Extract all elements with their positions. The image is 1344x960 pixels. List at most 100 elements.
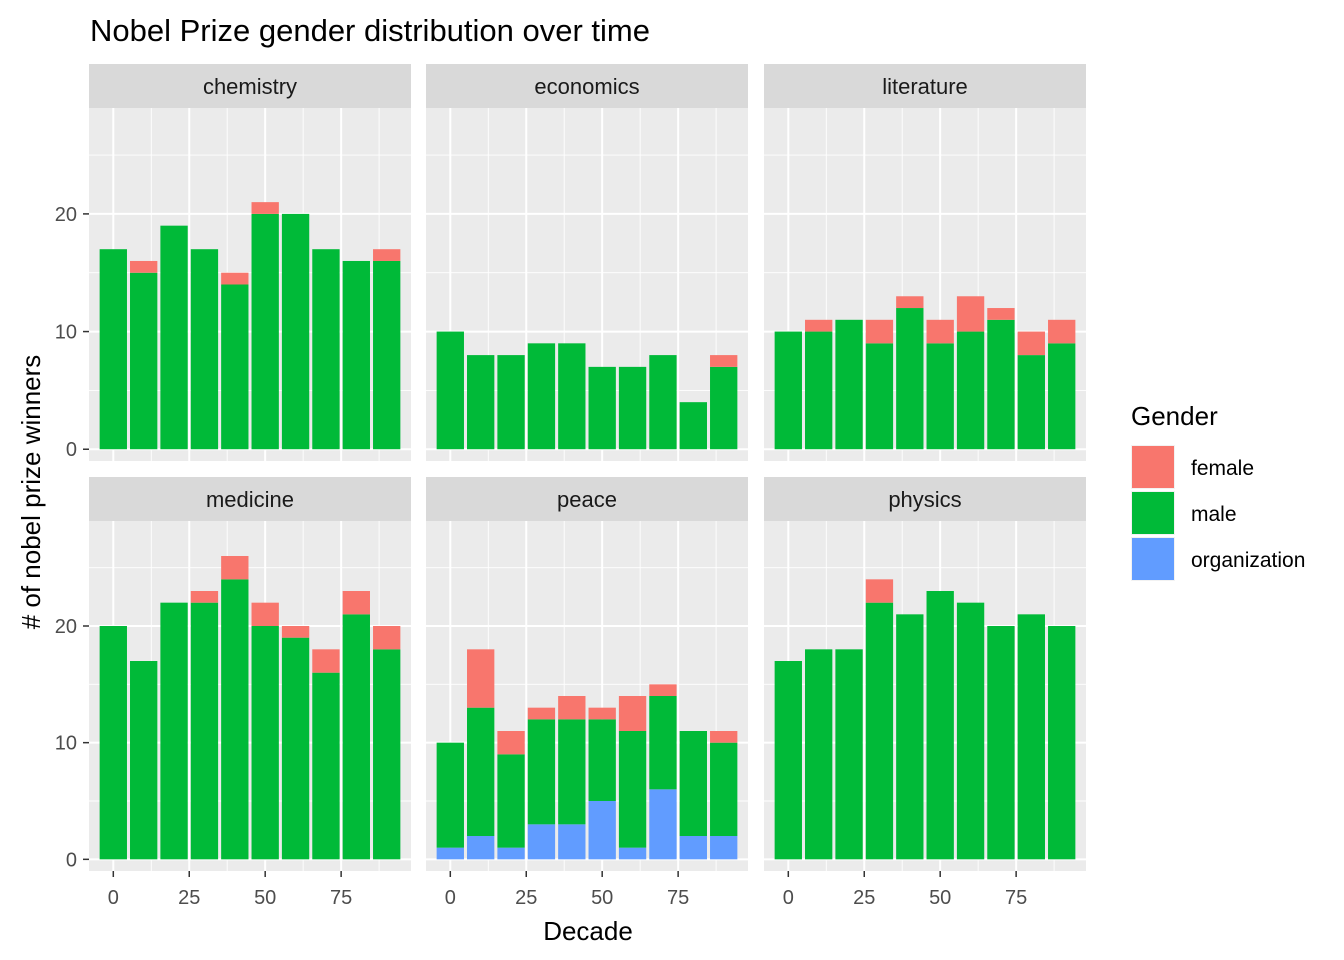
x-tick-label: 25: [178, 887, 200, 909]
y-tick-label: 10: [55, 322, 77, 344]
y-axis-title: # of nobel prize winners: [16, 355, 46, 630]
facet-strip-label: physics: [888, 487, 961, 512]
bar-male: [835, 319, 863, 450]
bar-male: [190, 602, 219, 860]
bar-male: [160, 602, 188, 860]
bar-male: [987, 319, 1015, 450]
x-tick-label: 25: [853, 887, 875, 909]
x-tick-label: 50: [254, 887, 276, 909]
bar-male: [1017, 355, 1045, 450]
bar-female: [373, 249, 401, 261]
bar-organization: [467, 836, 495, 860]
bar-female: [342, 591, 370, 615]
facet-panel-peace: peace 0 25 50 75: [426, 477, 748, 909]
x-tick-label: 75: [1005, 887, 1027, 909]
bar-male: [130, 661, 158, 860]
facet-strip: [764, 477, 1086, 521]
bar-female: [865, 579, 894, 603]
bar-male: [805, 649, 833, 860]
x-tick-label: 75: [330, 887, 352, 909]
y-tick-label: 0: [66, 849, 77, 871]
facet-strip-label: chemistry: [203, 74, 297, 99]
bar-organization: [588, 801, 616, 860]
bar-organization: [436, 847, 464, 860]
x-tick-label: 0: [445, 887, 456, 909]
bar-female: [467, 649, 495, 708]
bar-male: [588, 366, 616, 450]
bar-male: [926, 591, 954, 860]
y-tick-label: 20: [55, 204, 77, 226]
bar-male: [956, 602, 985, 860]
bar-female: [251, 202, 279, 214]
bar-male: [774, 661, 802, 860]
y-tick-label: 0: [66, 439, 77, 461]
bar-male: [251, 213, 279, 450]
bar-female: [926, 319, 954, 344]
bar-male: [312, 672, 340, 860]
bar-male: [373, 260, 401, 450]
bar-organization: [558, 824, 586, 860]
x-axis-title: Decade: [543, 916, 633, 946]
legend-swatch-organization: [1132, 538, 1174, 580]
bar-male: [835, 649, 863, 860]
bar-organization: [527, 824, 556, 860]
bar-female: [251, 602, 279, 626]
x-tick-label: 0: [108, 887, 119, 909]
facet-strip: [89, 64, 411, 108]
x-tick-label: 50: [591, 887, 613, 909]
bar-male: [497, 754, 525, 848]
bar-male: [956, 331, 985, 450]
bar-female: [281, 626, 310, 638]
facet-panels: chemistry 0 10 20 economics literature medicin…: [55, 64, 1086, 909]
bar-female: [190, 591, 219, 603]
facet-strip-label: literature: [882, 74, 968, 99]
bar-female: [558, 696, 586, 720]
bar-male: [896, 614, 924, 860]
facet-strip: [426, 477, 748, 521]
bar-female: [527, 707, 556, 720]
bar-female: [1017, 331, 1045, 356]
bar-male: [342, 614, 370, 860]
bar-male: [527, 719, 556, 825]
bar-female: [497, 731, 525, 755]
bar-organization: [679, 836, 707, 860]
facet-panel-economics: economics: [426, 64, 748, 461]
bar-male: [710, 366, 738, 450]
y-tick-label: 10: [55, 733, 77, 755]
bar-male: [649, 355, 677, 450]
bar-male: [342, 260, 370, 450]
bar-male: [281, 213, 310, 450]
bar-organization: [710, 836, 738, 860]
bar-male: [190, 249, 219, 450]
bar-male: [774, 331, 802, 450]
bar-male: [130, 272, 158, 450]
x-tick-label: 75: [667, 887, 689, 909]
bar-male: [1048, 626, 1076, 860]
facet-strip-label: medicine: [206, 487, 294, 512]
bar-male: [312, 249, 340, 450]
bar-female: [618, 696, 647, 731]
chart-title: Nobel Prize gender distribution over tim…: [90, 13, 650, 48]
bar-male: [436, 742, 464, 848]
bar-male: [710, 742, 738, 836]
bar-male: [251, 626, 279, 860]
bar-male: [1048, 343, 1076, 450]
bar-female: [987, 308, 1015, 320]
bar-female: [649, 684, 677, 696]
facet-strip-label: economics: [534, 74, 639, 99]
bar-male: [1017, 614, 1045, 860]
bar-male: [221, 579, 249, 860]
bar-organization: [497, 847, 525, 860]
bar-organization: [649, 789, 677, 860]
bar-female: [1048, 319, 1076, 344]
bar-female: [896, 296, 924, 309]
bar-female: [130, 260, 158, 273]
facet-strip: [89, 477, 411, 521]
bar-female: [865, 319, 894, 344]
bar-male: [558, 719, 586, 825]
bar-male: [221, 284, 249, 450]
x-tick-label: 25: [515, 887, 537, 909]
bar-female: [221, 556, 249, 580]
bar-male: [865, 343, 894, 450]
